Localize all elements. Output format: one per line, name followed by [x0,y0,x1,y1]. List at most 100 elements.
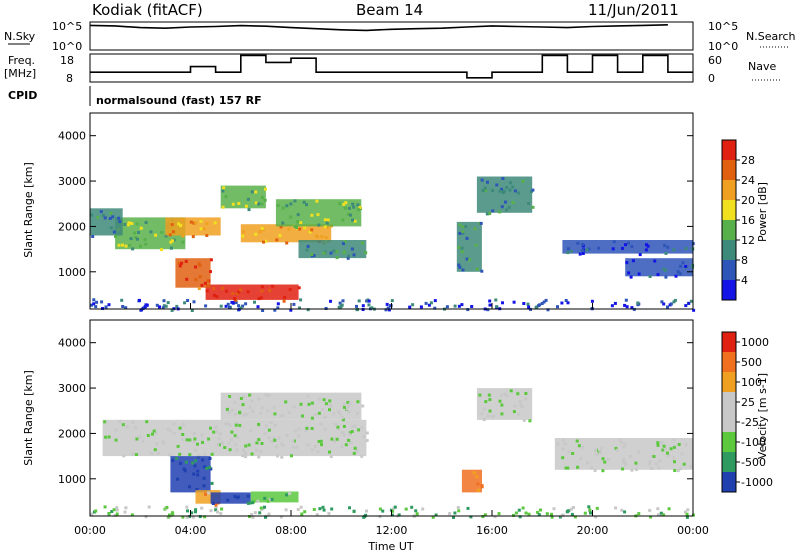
echo-cell [181,438,185,442]
echo-cell [482,418,486,422]
ground-scatter-cell [185,505,189,509]
colorbar-tick-label: 500 [741,356,762,369]
echo-cell [273,438,277,442]
echo-cell [681,261,685,265]
echo-cell [504,200,507,204]
echo-cell [246,290,250,294]
ytick-label: 3000 [58,175,86,188]
ground-scatter-cell [321,505,325,509]
echo-cell [667,453,671,457]
echo-cell [645,243,648,247]
ground-scatter-cell [408,305,412,309]
echo-cell [305,248,309,252]
ground-scatter-cell [161,306,165,310]
echo-cell [465,257,469,261]
ground-scatter-cell [524,511,528,515]
ground-scatter-cell [298,306,301,310]
echo-cell [323,218,327,222]
colorbar-swatch [722,392,736,412]
echo-cell [346,212,350,216]
echo-cell [299,402,303,406]
echo-cell [226,498,230,502]
echo-cell [153,448,157,452]
colorbar-swatch [722,352,736,372]
echo-cell [365,439,369,442]
echo-cell [627,271,631,275]
ground-scatter-cell [457,304,461,308]
ground-scatter-cell [434,513,438,517]
echo-cell [322,398,326,402]
echo-cell [160,248,163,252]
echo-cell [464,225,468,229]
echo-cell [335,256,339,260]
echo-cell [344,201,348,205]
ground-scatter-cell [94,305,98,309]
echo-cell [144,221,148,224]
echo-cell [328,450,331,454]
echo-cell [465,236,469,240]
echo-cell [629,275,633,279]
echo-cell [328,408,331,412]
echo-cell [244,455,248,459]
echo-cell [622,445,626,449]
ground-scatter-cell [107,303,111,307]
echo-cell [648,275,652,278]
echo-cell [330,437,334,441]
echo-cell [488,212,492,216]
echo-cell [202,484,206,488]
echo-cell [263,198,267,202]
echo-cell [271,284,275,288]
echo-cell [531,205,535,209]
echo-cell [598,451,602,455]
xtick-label: 16:00 [476,524,508,537]
echo-cell [243,451,247,455]
echo-cell [299,221,303,225]
echo-cell [346,256,350,260]
echo-cell [460,250,464,254]
echo-cell [209,258,213,262]
ground-scatter-cell [144,515,148,519]
echo-cell [593,468,597,472]
echo-cell [136,237,139,241]
echo-cell [155,442,158,446]
echo-cell [233,400,237,404]
colorbar-swatch [722,240,736,260]
echo-cell [287,227,291,231]
nskyLine-path [89,24,668,32]
echo-cell [306,443,310,447]
echo-cell [296,434,300,438]
echo-cell [581,252,585,255]
echo-cell [196,473,200,477]
echo-cell [556,442,560,446]
echo-cell [224,195,228,199]
echo-cell [154,431,158,435]
ground-scatter-cell [466,308,470,312]
ground-scatter-cell [649,515,653,519]
ytick-label: 1000 [58,473,86,486]
ground-scatter-cell [90,512,94,516]
echo-cell [160,231,164,234]
echo-cell [288,288,292,291]
ytick-label: 2000 [58,220,86,233]
echo-cell [355,449,359,453]
echo-cell [342,433,346,437]
echo-cell [482,407,486,411]
echo-cell [664,275,668,279]
echo-cell [310,401,314,405]
ground-scatter-cell [692,308,696,312]
ground-scatter-cell [299,298,303,302]
echo-cell [634,461,638,465]
ground-scatter-cell [318,507,322,511]
echo-cell [237,202,241,205]
ground-scatter-cell [410,505,414,509]
ground-scatter-cell [259,506,263,510]
echo-cell [621,246,624,250]
echo-cell [637,272,641,276]
echo-cell [200,283,204,287]
ground-scatter-cell [404,507,408,511]
echo-cell [638,253,642,257]
colorbar-swatch [722,160,736,180]
ground-scatter-cell [203,515,207,519]
colorbar-swatch [722,452,736,472]
ground-scatter-cell [158,305,161,309]
